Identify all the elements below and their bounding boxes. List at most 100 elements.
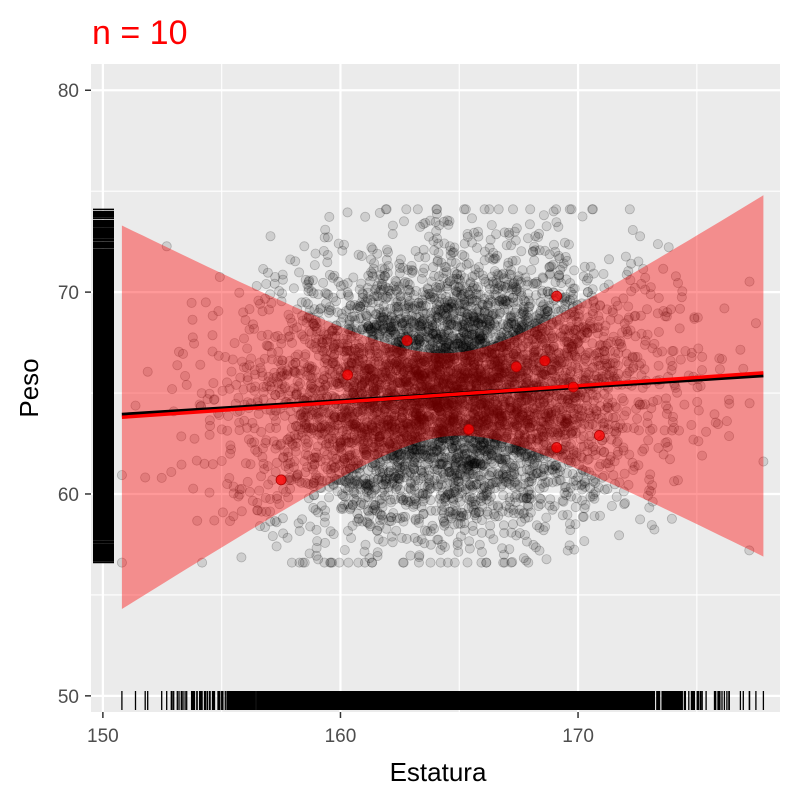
population-point [528,278,539,289]
population-point [470,436,481,447]
population-point [418,287,429,298]
population-point [369,386,380,397]
population-point [588,295,599,306]
population-point [424,343,435,354]
population-point [522,499,533,510]
population-point [496,454,507,465]
population-point [541,221,552,232]
population-point [638,263,649,274]
population-point [360,360,371,371]
population-point [319,357,330,368]
population-point [551,204,562,215]
population-point [496,453,507,464]
population-point [579,326,590,337]
population-point [463,440,474,451]
population-point [493,420,504,431]
population-point [409,485,420,496]
population-point [289,456,300,467]
population-point [464,289,475,300]
population-point [444,216,455,227]
population-point [384,516,395,527]
population-point [287,439,298,450]
population-point [542,427,553,438]
population-point [402,439,413,450]
population-point [468,526,479,537]
population-point [380,204,391,215]
population-point [619,499,630,510]
population-point [595,510,606,521]
population-point [446,441,457,452]
population-point [415,437,426,448]
population-point [484,340,495,351]
population-point [556,394,567,405]
population-point [333,276,344,287]
population-point [445,356,456,367]
population-point [396,448,407,459]
population-point [270,467,281,478]
population-point [573,364,584,375]
population-point [511,472,522,483]
population-point [237,356,248,367]
population-point [422,526,433,537]
population-point [357,428,368,439]
population-point [390,316,401,327]
population-point [428,446,439,457]
population-point [326,468,337,479]
population-point [499,528,510,539]
population-point [221,377,232,388]
population-point [588,308,599,319]
population-point [258,387,269,398]
population-point [386,381,397,392]
population-points [116,204,769,568]
population-point [477,398,488,409]
population-point [438,342,449,353]
population-point [295,424,306,435]
population-point [365,403,376,414]
population-point [528,351,539,362]
population-point [640,272,651,283]
population-point [551,390,562,401]
population-point [461,311,472,322]
population-point [406,434,417,445]
population-point [269,278,280,289]
population-point [386,512,397,523]
population-point [309,452,320,463]
population-point [403,302,414,313]
population-point [431,364,442,375]
population-point [570,393,581,404]
population-point [554,365,565,376]
population-point [414,416,425,427]
population-point [521,373,532,384]
population-point [353,513,364,524]
population-point [423,321,434,332]
population-point [333,475,344,486]
population-point [554,253,565,264]
population-point [554,474,565,485]
population-point [510,282,521,293]
population-point [464,402,475,413]
population-point [318,346,329,357]
population-point [354,436,365,447]
population-point [567,293,578,304]
population-point [475,458,486,469]
population-point [419,263,430,274]
population-point [353,339,364,350]
population-point [444,241,455,252]
population-point [497,442,508,453]
population-point [389,416,400,427]
population-point [348,418,359,429]
population-point [525,471,536,482]
population-point [342,418,353,429]
population-point [372,525,383,536]
population-point [610,420,621,431]
population-point [321,334,332,345]
population-point [410,432,421,443]
population-point [387,401,398,412]
population-point [473,267,484,278]
population-point [392,286,403,297]
population-point [621,370,632,381]
population-point [559,482,570,493]
population-point [304,338,315,349]
population-point [457,322,468,333]
population-point [353,364,364,375]
